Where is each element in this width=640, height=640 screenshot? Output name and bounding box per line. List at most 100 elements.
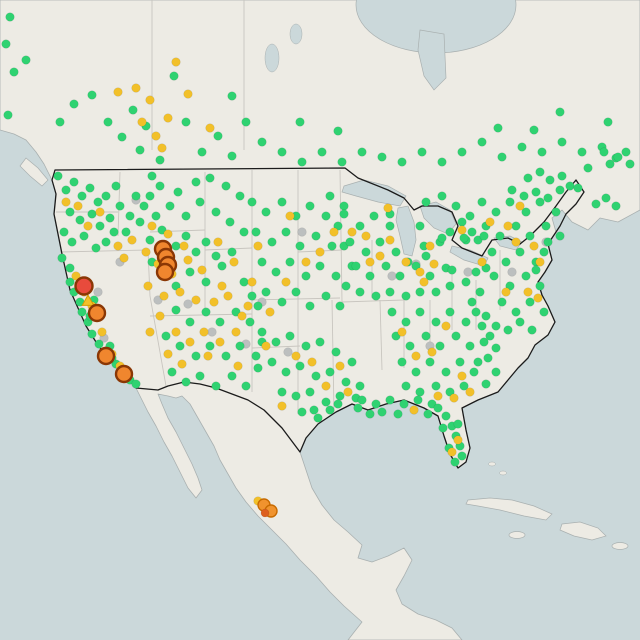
station-green-dot[interactable] [565,181,575,191]
station-green-dot[interactable] [471,307,481,317]
station-green-dot[interactable] [401,381,411,391]
station-green-dot[interactable] [145,191,155,201]
station-green-dot[interactable] [277,197,287,207]
station-green-dot[interactable] [65,207,75,217]
station-green-dot[interactable] [53,171,63,181]
station-green-dot[interactable] [195,371,205,381]
station-green-dot[interactable] [195,197,205,207]
station-green-dot[interactable] [375,237,385,247]
station-green-dot[interactable] [451,331,461,341]
station-yellow-dot[interactable] [131,83,141,93]
station-yellow-dot[interactable] [449,393,459,403]
station-green-dot[interactable] [613,152,623,162]
station-yellow-dot[interactable] [429,259,439,269]
station-green-dot[interactable] [131,379,141,389]
station-yellow-dot[interactable] [307,357,317,367]
station-yellow-dot[interactable] [155,311,165,321]
station-green-dot[interactable] [438,423,448,433]
station-yellow-dot[interactable] [203,351,213,361]
station-green-dot[interactable] [493,123,503,133]
station-green-dot[interactable] [5,12,15,22]
station-green-dot[interactable] [315,261,325,271]
station-green-dot[interactable] [353,403,363,413]
station-yellow-dot[interactable] [301,257,311,267]
station-yellow-dot[interactable] [447,447,457,457]
station-yellow-triangle[interactable] [81,293,95,306]
station-green-dot[interactable] [447,265,457,275]
station-green-dot[interactable] [267,237,277,247]
station-green-dot[interactable] [601,193,611,203]
station-yellow-dot[interactable] [415,267,425,277]
station-green-dot[interactable] [535,167,545,177]
station-yellow-dot[interactable] [145,327,155,337]
station-green-dot[interactable] [489,271,499,281]
station-green-dot[interactable] [517,142,527,152]
station-green-dot[interactable] [295,241,305,251]
station-yellow-dot[interactable] [113,241,123,251]
station-gray-dot[interactable] [387,271,397,281]
station-green-dot[interactable] [291,287,301,297]
station-green-dot[interactable] [205,341,215,351]
station-green-dot[interactable] [305,387,315,397]
station-green-dot[interactable] [181,377,191,387]
station-green-dot[interactable] [371,399,381,409]
station-green-dot[interactable] [365,271,375,281]
station-yellow-dot[interactable] [197,265,207,275]
station-green-dot[interactable] [61,185,71,195]
station-green-dot[interactable] [425,271,435,281]
station-green-dot[interactable] [335,301,345,311]
station-green-dot[interactable] [437,233,447,243]
station-green-dot[interactable] [459,381,469,391]
station-green-dot[interactable] [341,377,351,387]
station-yellow-dot[interactable] [209,297,219,307]
station-green-dot[interactable] [215,317,225,327]
station-green-dot[interactable] [309,405,319,415]
station-green-dot[interactable] [257,257,267,267]
station-orange-large[interactable] [87,303,107,323]
station-yellow-dot[interactable] [361,231,371,241]
station-green-dot[interactable] [213,131,223,141]
station-green-dot[interactable] [281,227,291,237]
station-green-dot[interactable] [151,211,161,221]
station-green-dot[interactable] [401,317,411,327]
station-green-dot[interactable] [115,201,125,211]
station-green-dot[interactable] [181,231,191,241]
station-yellow-dot[interactable] [119,253,129,263]
station-green-dot[interactable] [125,211,135,221]
station-yellow-dot[interactable] [113,87,123,97]
station-green-dot[interactable] [285,331,295,341]
station-green-dot[interactable] [321,291,331,301]
station-yellow-dot[interactable] [175,287,185,297]
station-green-dot[interactable] [131,191,141,201]
station-green-dot[interactable] [313,413,323,423]
station-green-dot[interactable] [91,243,101,253]
station-yellow-dot[interactable] [177,359,187,369]
station-green-dot[interactable] [371,291,381,301]
station-green-dot[interactable] [423,409,433,419]
station-yellow-dot[interactable] [233,361,243,371]
station-green-dot[interactable] [387,307,397,317]
station-green-dot[interactable] [527,325,537,335]
station-yellow-dot[interactable] [277,401,287,411]
station-green-dot[interactable] [75,215,85,225]
station-green-dot[interactable] [445,227,455,237]
station-green-dot[interactable] [621,147,631,157]
station-green-dot[interactable] [181,117,191,127]
station-green-dot[interactable] [171,305,181,315]
station-green-dot[interactable] [497,297,507,307]
station-green-dot[interactable] [139,201,149,211]
station-green-dot[interactable] [317,147,327,157]
station-green-dot[interactable] [235,191,245,201]
station-green-dot[interactable] [451,201,461,211]
station-green-dot[interactable] [311,371,321,381]
station-yellow-dot[interactable] [375,251,385,261]
station-green-dot[interactable] [241,117,251,127]
station-green-dot[interactable] [397,357,407,367]
station-green-dot[interactable] [450,457,460,467]
station-green-dot[interactable] [395,271,405,281]
station-green-dot[interactable] [487,247,497,257]
station-yellow-dot[interactable] [411,351,421,361]
station-green-dot[interactable] [135,145,145,155]
station-green-dot[interactable] [211,381,221,391]
station-green-dot[interactable] [471,267,481,277]
